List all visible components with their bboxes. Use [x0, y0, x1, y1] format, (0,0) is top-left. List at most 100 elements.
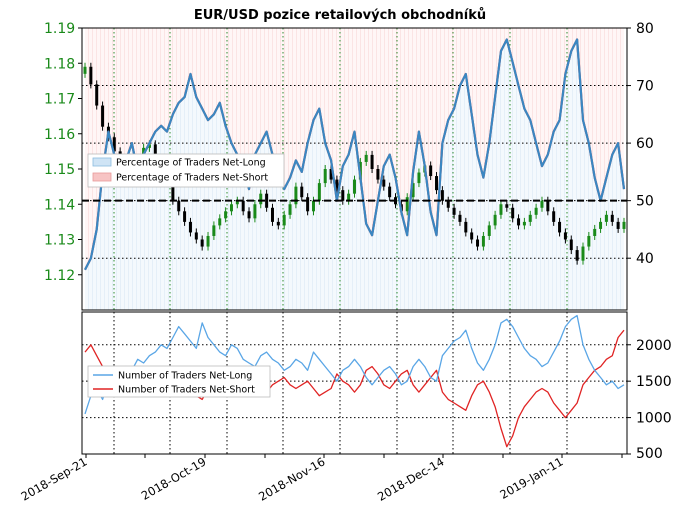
series-line-net-long	[84, 38, 626, 271]
candle-down	[270, 207, 274, 222]
candle-down	[247, 211, 251, 219]
bottom-panel: 500 1000 1500 2000 Number of Traders Net-Lo…	[81, 311, 672, 462]
date-tick-label: 2018-Oct-19	[139, 454, 209, 502]
candle-down	[188, 221, 192, 233]
candle-down	[552, 211, 556, 222]
legend-label-num-short: Number of Traders Net-Short	[118, 385, 255, 396]
date-tick-label: 2018-Dec-14	[375, 454, 446, 503]
candle-up	[206, 235, 210, 247]
percentage-tick-label: 50	[636, 194, 654, 210]
candle-down	[435, 176, 439, 191]
candle-up	[218, 218, 222, 226]
candle-down	[241, 200, 245, 212]
percentage-lines	[84, 38, 626, 271]
price-tick-label: 1.17	[44, 92, 75, 108]
candle-up	[259, 193, 263, 205]
net-short-area	[85, 28, 624, 270]
candle-down	[300, 186, 304, 198]
candle-up	[481, 235, 485, 247]
candle-down	[464, 221, 468, 233]
candle-up	[411, 183, 415, 198]
percentage-axis: 40 50 60 70 80	[627, 21, 654, 267]
candle-up	[405, 197, 409, 212]
bottom-panel-border	[81, 311, 628, 455]
candle-up	[323, 169, 327, 184]
candle-up	[499, 204, 503, 215]
percentage-tick-label: 70	[636, 79, 654, 95]
candle-up	[604, 214, 608, 222]
candle-up	[364, 154, 368, 162]
candle-down	[89, 66, 93, 85]
price-axis: 1.12 1.13 1.14 1.15 1.16 1.17 1.18 1.19	[44, 21, 82, 284]
candle-up	[487, 225, 491, 236]
price-tick-label: 1.12	[44, 268, 75, 284]
candle-down	[112, 137, 116, 152]
candle-down	[95, 84, 99, 106]
candle-down	[446, 200, 450, 208]
candle-down	[276, 221, 280, 226]
candle-down	[370, 154, 374, 169]
candle-down	[610, 214, 614, 222]
count-tick-label: 500	[636, 446, 663, 462]
date-tick-label: 2018-Sep-21	[19, 454, 90, 503]
candle-up	[147, 144, 151, 148]
date-tick-label: 2019-Jan-11	[497, 454, 565, 501]
price-tick-label: 1.16	[44, 127, 75, 143]
candle-down	[200, 239, 204, 247]
percentage-tick-label: 40	[636, 251, 654, 267]
candle-down	[575, 250, 579, 261]
candle-up	[253, 204, 257, 219]
legend-label-num-long: Number of Traders Net-Long	[118, 371, 252, 382]
candle-up	[294, 186, 298, 205]
candle-down	[563, 232, 567, 240]
candle-up	[317, 183, 321, 201]
candle-down	[382, 179, 386, 187]
candle-up	[587, 235, 591, 247]
date-axis: 2018-Sep-21 2018-Oct-19 2018-Nov-16 2018-De…	[19, 454, 623, 504]
candle-up	[353, 179, 356, 194]
candle-down	[569, 239, 573, 251]
count-tick-label: 1000	[636, 411, 672, 427]
candle-down	[505, 204, 509, 208]
candle-up	[235, 200, 239, 205]
net-long-fill	[85, 39, 624, 311]
percentage-tick-label: 60	[636, 136, 654, 152]
candle-up	[224, 211, 228, 219]
candle-down	[376, 169, 380, 180]
candle-down	[388, 186, 392, 198]
candle-up	[540, 200, 544, 208]
count-tick-label: 2000	[636, 338, 672, 354]
price-tick-label: 1.15	[44, 162, 75, 178]
candle-down	[470, 232, 474, 240]
candle-down	[429, 165, 433, 177]
candle-down	[183, 211, 187, 222]
candle-down	[335, 179, 339, 191]
legend-swatch-net-long	[92, 157, 112, 167]
candle-down	[616, 221, 620, 229]
chart-title: EUR/USD pozice retailových obchodníků	[194, 8, 486, 23]
trader-count-axis: 500 1000 1500 2000	[627, 338, 672, 462]
candle-up	[493, 214, 497, 226]
candle-up	[288, 204, 292, 215]
candle-up	[83, 66, 87, 74]
candle-down	[341, 190, 345, 201]
candle-up	[528, 214, 532, 222]
candle-up	[534, 207, 538, 215]
candle-down	[458, 214, 462, 222]
count-tick-label: 1500	[636, 374, 672, 390]
price-tick-label: 1.18	[44, 56, 75, 72]
net-short-fill	[85, 28, 624, 270]
candle-up	[522, 221, 526, 226]
percentage-tick-label: 80	[636, 21, 654, 37]
series-line-num-long	[84, 314, 625, 415]
candle-down	[440, 190, 444, 201]
candle-up	[229, 204, 233, 212]
candle-down	[476, 239, 480, 247]
top-legend: Percentage of Traders Net-Long Percentag…	[87, 153, 285, 188]
candle-up	[417, 172, 421, 184]
candle-up	[282, 214, 286, 226]
price-tick-label: 1.19	[44, 21, 75, 37]
candle-up	[622, 221, 626, 229]
candle-up	[347, 193, 351, 201]
